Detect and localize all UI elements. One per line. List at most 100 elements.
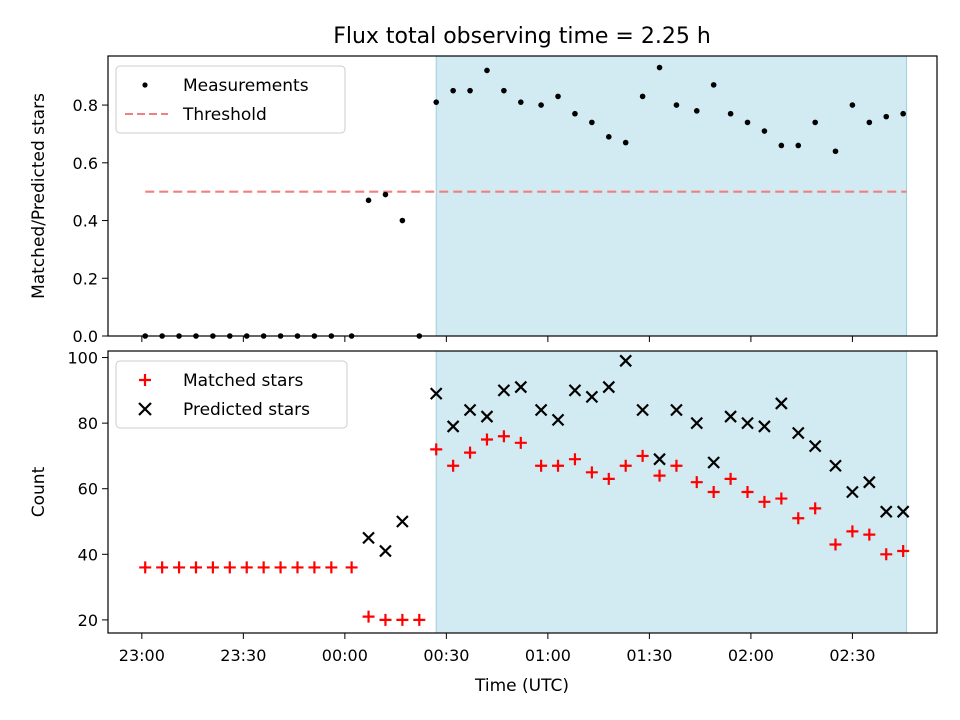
measurement-point	[484, 67, 490, 74]
matched-star-point	[291, 561, 304, 574]
matched-star-point	[413, 613, 426, 626]
matched-star-point	[552, 459, 565, 472]
measurement-point	[900, 110, 906, 117]
predicted-star-point	[396, 515, 409, 528]
measurement-point	[365, 197, 372, 204]
observing-span-shade	[436, 351, 907, 633]
predicted-star-point	[808, 439, 822, 453]
predicted-star-point	[863, 475, 876, 489]
predicted-star-point	[379, 544, 392, 558]
bottom-panel-frame	[107, 350, 938, 634]
matched-star-point	[464, 446, 477, 459]
measurement-point	[778, 142, 785, 149]
predicted-star-point	[690, 416, 704, 430]
measurement-point	[812, 119, 818, 126]
matched-star-point	[206, 561, 219, 574]
legend-measurement-marker	[142, 82, 148, 88]
measurement-point	[555, 93, 561, 100]
matched-star-point	[568, 453, 581, 466]
predicted-star-point	[775, 397, 788, 410]
legend-predicted-marker	[138, 402, 152, 416]
predicted-star-point	[896, 505, 910, 518]
observing-span-shade	[436, 56, 907, 336]
matched-star-point	[585, 466, 598, 479]
measurement-point	[761, 128, 768, 134]
predicted-star-point	[879, 505, 893, 518]
matched-star-point	[707, 486, 720, 498]
matched-star-point	[497, 430, 510, 443]
matched-star-point	[758, 495, 771, 508]
predicted-star-point	[480, 410, 494, 423]
bottom-panel-marks	[139, 351, 910, 633]
bottom-legend: Matched stars Predicted stars	[115, 360, 348, 429]
matched-star-point	[809, 502, 822, 515]
predicted-star-point	[724, 410, 737, 423]
legend-predicted-label: Predicted stars	[183, 400, 310, 420]
predicted-star-point	[446, 420, 460, 433]
predicted-star-point	[568, 384, 582, 397]
legend-measurements-label: Measurements	[183, 76, 309, 96]
top-panel: 0.00.20.40.60.8 Matched/Predicted stars …	[29, 55, 938, 346]
predicted-star-point	[707, 456, 720, 469]
matched-star-point	[274, 561, 287, 574]
measurement-point	[572, 110, 578, 117]
matched-star-point	[156, 561, 169, 574]
y-tick-label: 0.2	[73, 269, 98, 288]
measurement-point	[693, 108, 700, 114]
x-tick-label: 02:30	[829, 646, 875, 665]
top-panel-axes: 0.0 0.2 0.4 0.6 0.8	[73, 96, 853, 346]
legend-threshold-label: Threshold	[182, 105, 267, 125]
y-tick-label: 40	[78, 545, 98, 564]
legend-matched-label: Matched stars	[183, 371, 303, 391]
predicted-star-point	[362, 531, 375, 545]
measurement-point	[518, 99, 524, 105]
matched-star-point	[863, 528, 876, 541]
bottom-panel: 20 40 60 80 100 23:00 23:30 00:00 00:30 01:00 01:3…	[29, 349, 938, 696]
matched-star-point	[690, 476, 703, 489]
legend-matched-marker	[139, 374, 151, 386]
measurement-point	[673, 102, 680, 108]
measurement-point	[832, 148, 839, 155]
matched-star-point	[670, 459, 683, 472]
matched-star-point	[724, 472, 737, 485]
measurement-point	[710, 82, 717, 88]
measurement-point	[589, 119, 595, 126]
measurement-point	[399, 217, 406, 224]
measurement-point	[450, 87, 456, 94]
predicted-star-point	[497, 384, 511, 397]
measurement-point	[866, 119, 873, 126]
y-tick-label: 0.0	[73, 327, 98, 346]
matched-star-point	[447, 459, 460, 472]
matched-star-point	[741, 486, 754, 498]
top-legend: Measurements Threshold	[115, 65, 346, 134]
matched-star-point	[223, 561, 236, 574]
x-tick-label: 00:00	[322, 646, 368, 665]
predicted-star-point	[636, 403, 649, 417]
x-tick-label: 01:30	[626, 646, 672, 665]
bottom-panel-ylabel: Count	[29, 466, 49, 517]
y-tick-label: 0.6	[73, 154, 98, 173]
matched-star-point	[829, 538, 842, 551]
y-tick-label: 100	[67, 349, 98, 368]
matched-star-point	[775, 492, 788, 505]
top-panel-marks	[142, 56, 908, 339]
measurement-point	[795, 142, 802, 149]
predicted-star-point	[670, 403, 683, 417]
measurement-point	[849, 102, 856, 108]
matched-star-point	[379, 613, 392, 626]
measurement-point	[382, 191, 389, 198]
matched-star-point	[345, 561, 358, 574]
matched-star-point	[636, 449, 649, 462]
predicted-star-point	[829, 459, 842, 473]
predicted-star-point	[741, 416, 754, 430]
matched-star-point	[792, 512, 805, 525]
matched-star-point	[189, 561, 202, 574]
bottom-legend-box	[115, 360, 348, 429]
chart-title: Flux total observing time = 2.25 h	[333, 24, 711, 49]
matched-star-point	[480, 433, 493, 446]
predicted-star-point	[551, 413, 565, 427]
y-tick-label: 20	[78, 611, 98, 630]
predicted-star-point	[653, 452, 666, 466]
predicted-star-point	[791, 426, 805, 440]
matched-star-point	[880, 548, 893, 561]
